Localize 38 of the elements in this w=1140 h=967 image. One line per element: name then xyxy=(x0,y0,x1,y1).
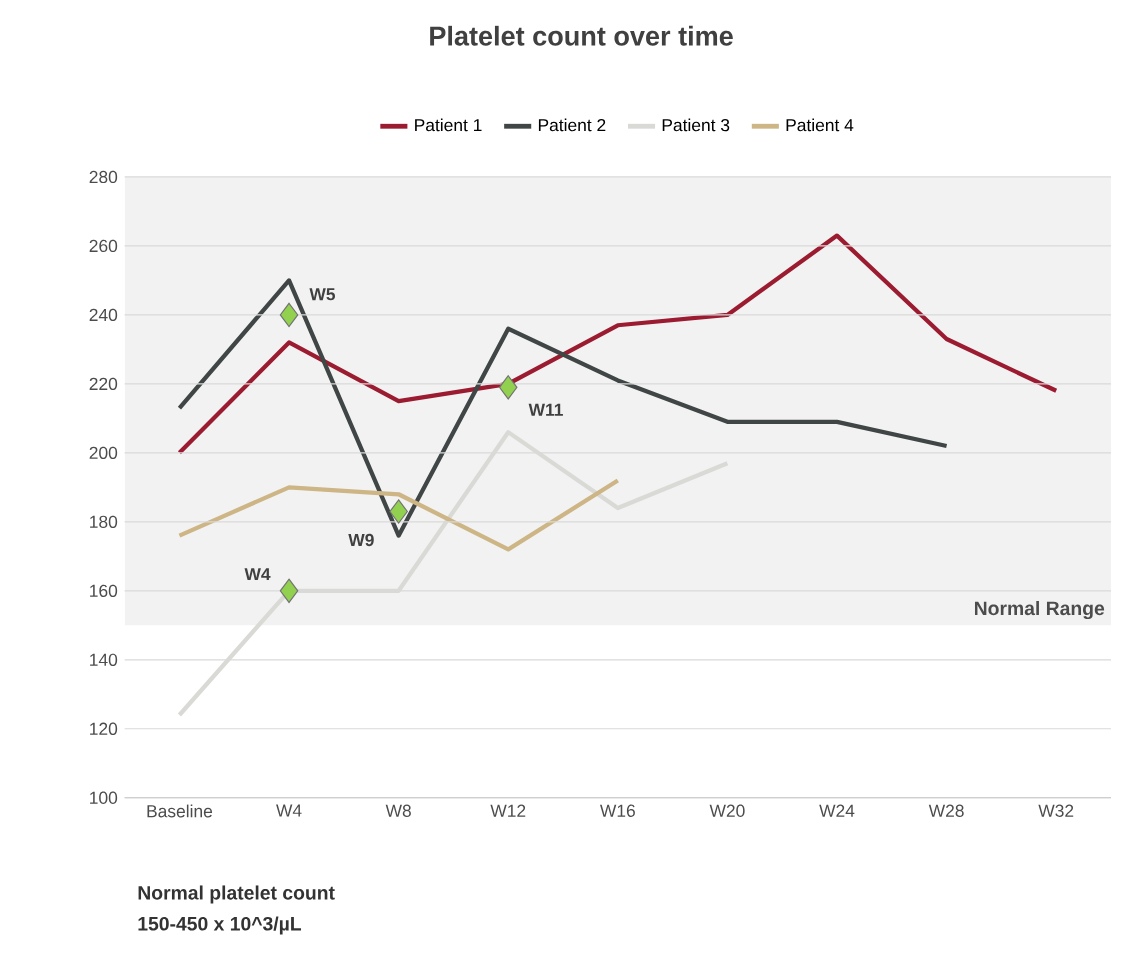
y-tick-label: 100 xyxy=(90,791,118,804)
line-series xyxy=(177,478,620,552)
y-tick-label: 140 xyxy=(90,653,118,666)
data-label: W11 xyxy=(528,403,563,416)
x-tick-label: W20 xyxy=(709,804,745,817)
x-tick-label: W24 xyxy=(819,804,855,817)
text: Normal platelet count xyxy=(138,885,335,904)
legend-label: Patient 2 xyxy=(538,118,606,132)
y-tick-label: 200 xyxy=(89,446,118,460)
point xyxy=(279,578,299,604)
y-tick-label: 260 xyxy=(89,239,118,253)
data-label: W5 xyxy=(309,288,336,301)
legend-label: Patient 3 xyxy=(662,118,730,132)
point xyxy=(498,375,518,400)
y-tick-label: 180 xyxy=(90,515,118,529)
y-tick-label: 220 xyxy=(89,377,118,391)
x-tick-label: Baseline xyxy=(147,804,213,818)
line-series xyxy=(177,430,730,718)
x-tick-label: W4 xyxy=(276,804,302,817)
data-label: W9 xyxy=(348,533,374,547)
y-tick-label: 120 xyxy=(90,722,118,735)
y-tick-label: 240 xyxy=(89,308,118,322)
chart-title: Platelet count over time xyxy=(430,25,733,46)
y-tick-label: 280 xyxy=(89,170,118,184)
data-label: W4 xyxy=(244,568,271,581)
text: 150-450 x 10^3/µL xyxy=(138,916,302,935)
x-tick-label: W8 xyxy=(385,804,411,817)
band-label: Normal Range xyxy=(974,601,1105,620)
point xyxy=(389,499,408,524)
x-tick-label: W12 xyxy=(490,804,526,817)
x-tick-label: W32 xyxy=(1038,804,1074,817)
legend-label: Patient 4 xyxy=(786,118,854,132)
x-tick-label: W16 xyxy=(600,804,635,817)
line-series xyxy=(177,233,1059,455)
point xyxy=(279,302,299,328)
x-tick-label: W28 xyxy=(928,804,964,817)
legend-label: Patient 1 xyxy=(415,118,482,132)
y-tick-label: 160 xyxy=(90,584,118,597)
